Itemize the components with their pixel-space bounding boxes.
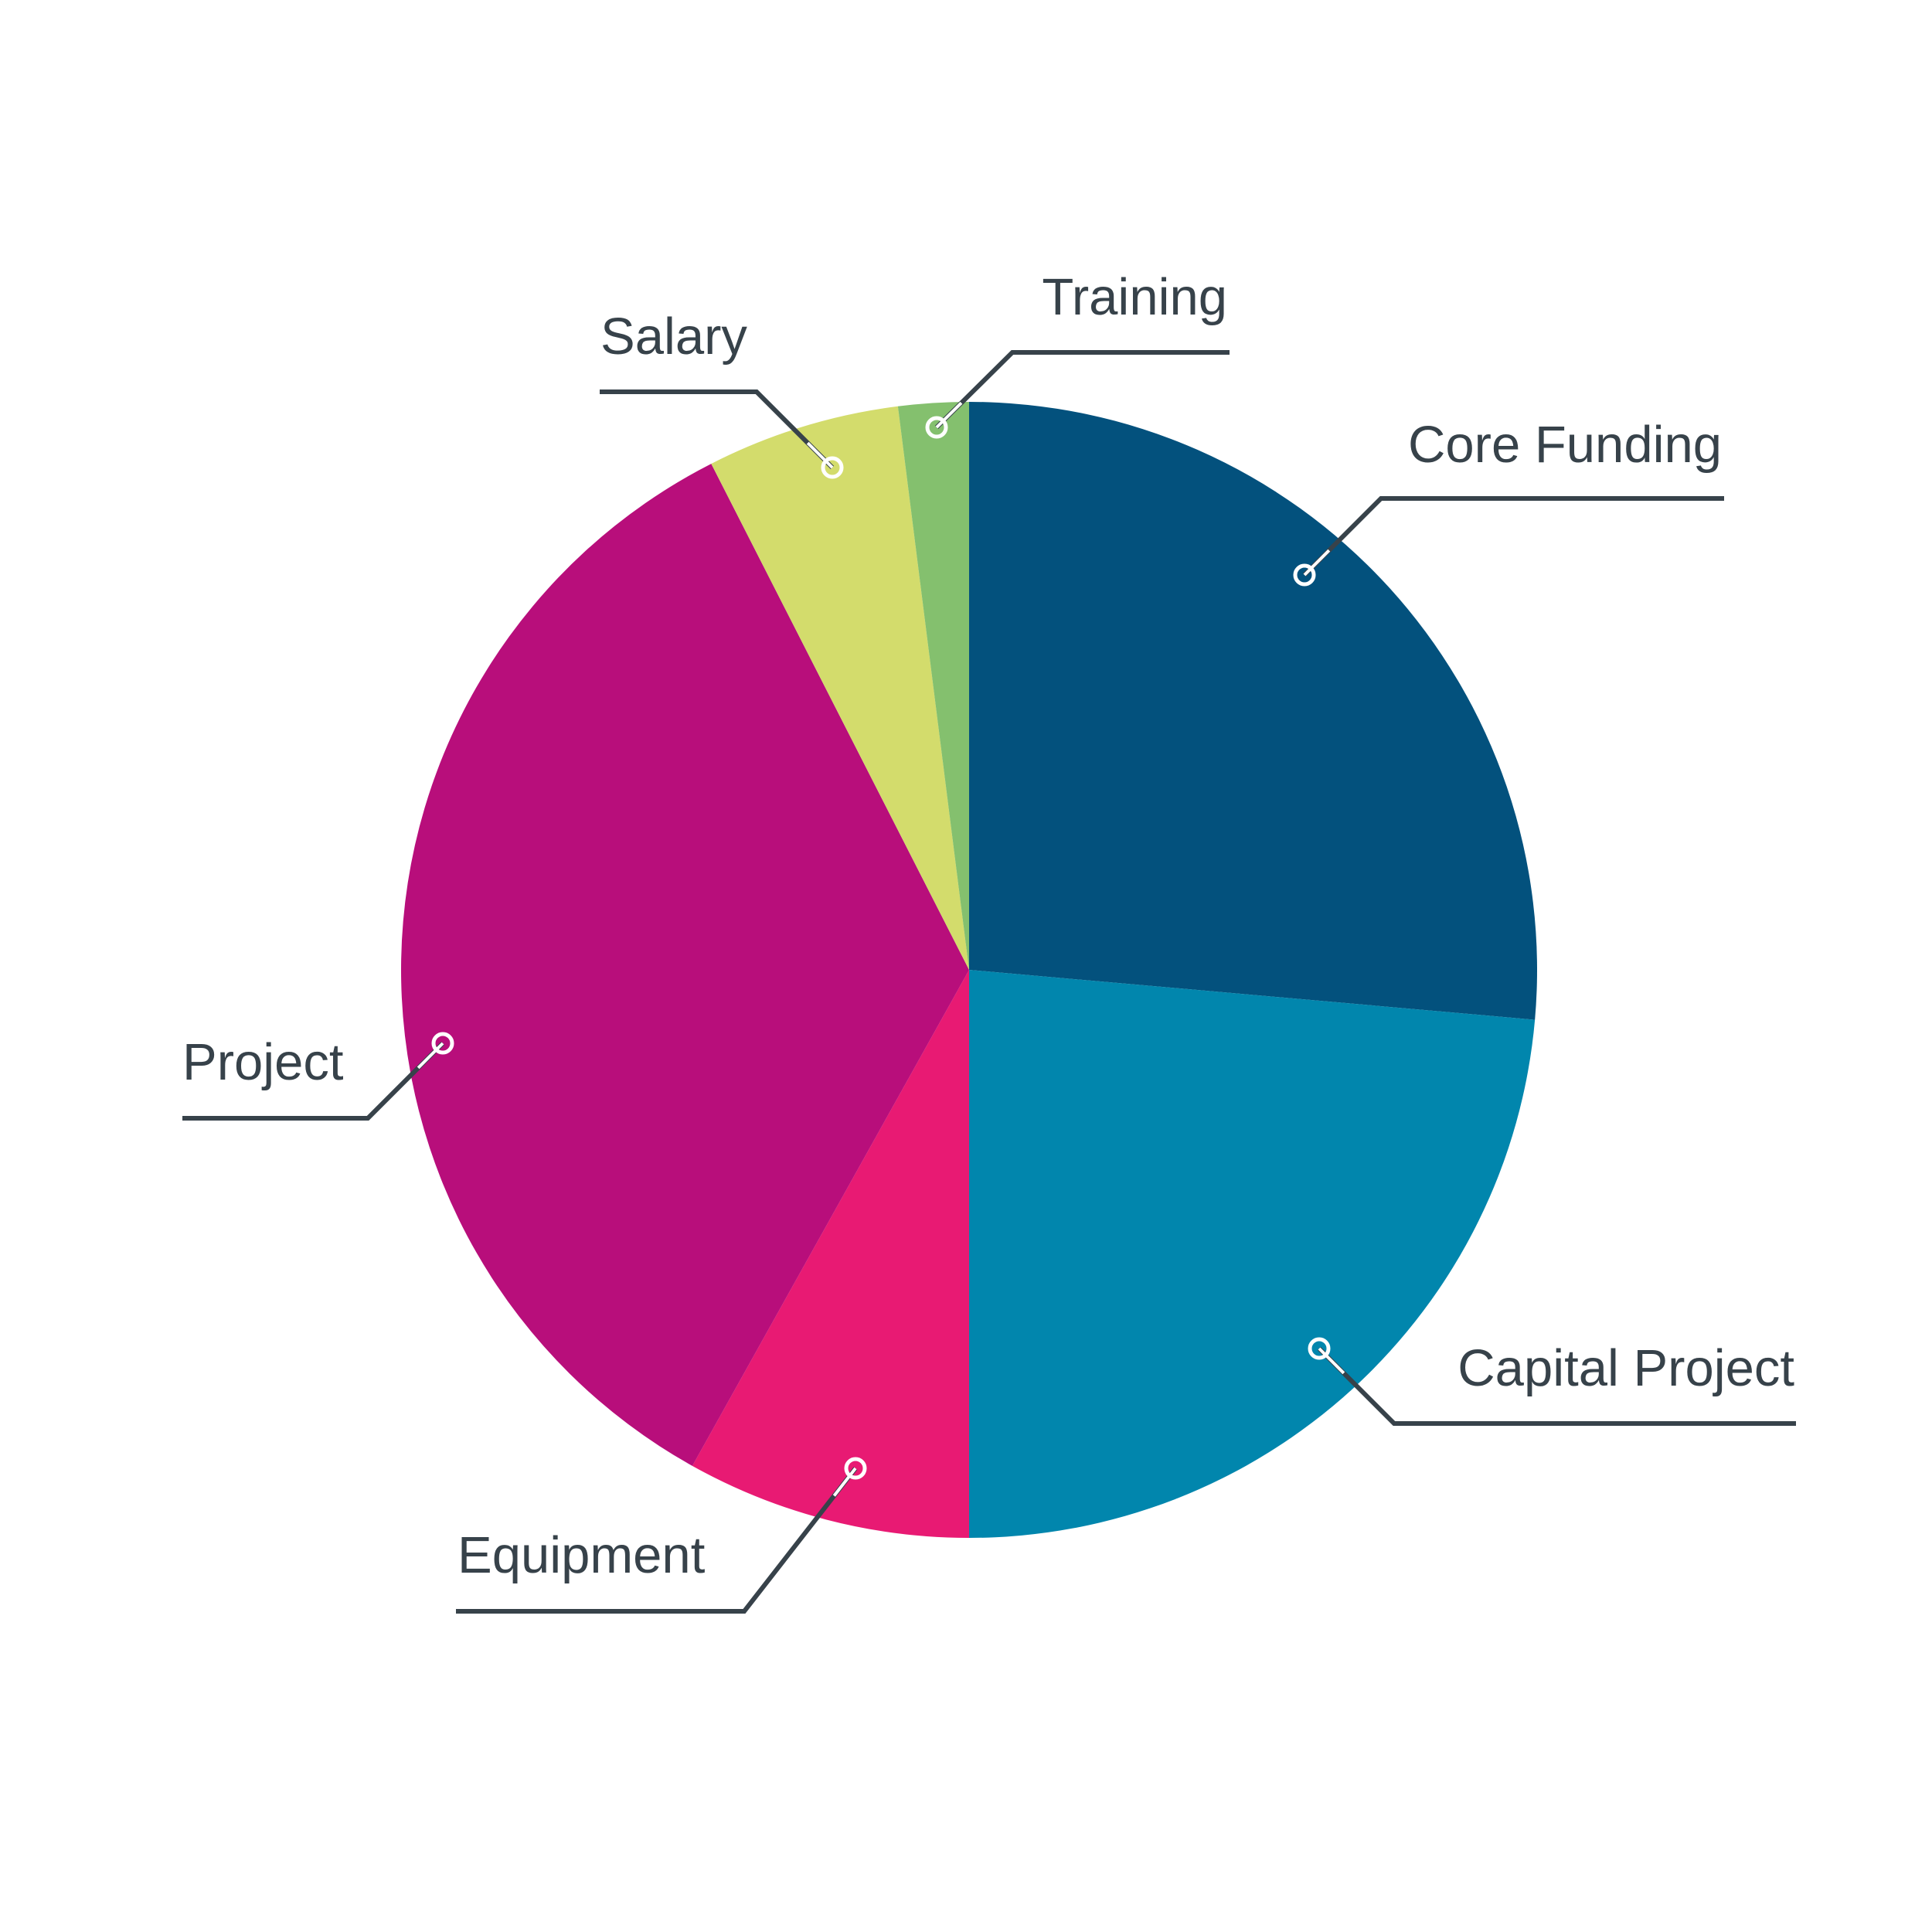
callout-dot-equipment xyxy=(844,1457,867,1480)
leader-line-capital-project xyxy=(1317,1346,1796,1426)
leader-inner-capital-project xyxy=(1318,1347,1345,1375)
pie-slice-core-funding xyxy=(969,402,1537,1020)
leader-inner-salary xyxy=(806,441,834,469)
slice-label-salary: Salary xyxy=(600,308,747,366)
callout-dot-core-funding xyxy=(1293,563,1316,587)
leader-line-equipment xyxy=(456,1467,858,1614)
leader-inner-equipment xyxy=(832,1467,857,1497)
callout-dot-capital-project xyxy=(1308,1337,1331,1360)
pie-slices xyxy=(401,402,1537,1538)
pie-slice-capital-project xyxy=(969,970,1536,1538)
callout-equipment: Equipment xyxy=(456,1457,867,1614)
callout-dot-salary xyxy=(821,456,844,479)
callout-dot-project xyxy=(431,1032,454,1055)
callout-core-funding: Core Funding xyxy=(1293,416,1724,587)
leader-line-core-funding xyxy=(1302,496,1724,577)
leader-inner-training xyxy=(935,401,963,429)
slice-label-capital-project: Capital Project xyxy=(1458,1339,1794,1397)
leader-line-project xyxy=(182,1041,445,1121)
pie-slice-equipment xyxy=(692,970,969,1538)
leader-line-salary xyxy=(600,389,835,470)
callout-dot-training xyxy=(925,416,948,439)
leader-line-training xyxy=(934,350,1230,430)
pie-slice-project xyxy=(401,464,969,1466)
leader-inner-project xyxy=(417,1042,444,1070)
slice-label-core-funding: Core Funding xyxy=(1408,416,1722,474)
leader-inner-core-funding xyxy=(1303,549,1331,577)
callout-salary: Salary xyxy=(600,308,844,479)
slice-label-training: Training xyxy=(1042,268,1227,326)
callout-project: Project xyxy=(182,1032,454,1121)
pie-slice-salary xyxy=(711,406,969,970)
callout-training: Training xyxy=(925,268,1230,439)
pie-callouts: Core Funding Capital Project Equipment Proj… xyxy=(182,268,1796,1614)
slice-label-project: Project xyxy=(182,1033,344,1091)
callout-capital-project: Capital Project xyxy=(1308,1337,1796,1426)
pie-slice-training xyxy=(897,402,969,970)
slice-label-equipment: Equipment xyxy=(457,1526,706,1584)
